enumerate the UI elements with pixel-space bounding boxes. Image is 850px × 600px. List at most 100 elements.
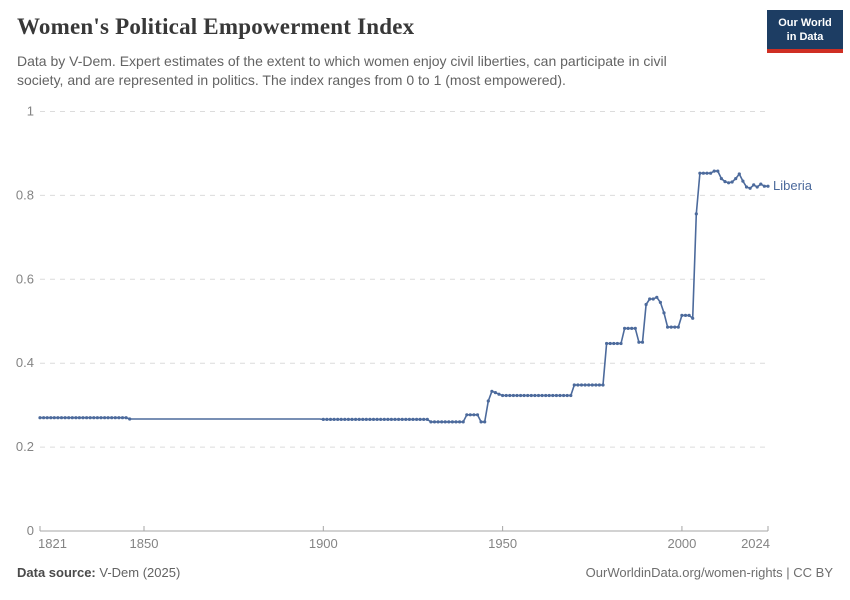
series-point[interactable] bbox=[350, 417, 354, 421]
series-point[interactable] bbox=[325, 417, 329, 421]
series-point[interactable] bbox=[70, 416, 74, 420]
series-point[interactable] bbox=[110, 416, 114, 420]
series-point[interactable] bbox=[120, 416, 125, 420]
series-point[interactable] bbox=[626, 326, 630, 330]
series-point[interactable] bbox=[346, 417, 350, 421]
series-point[interactable] bbox=[554, 393, 559, 398]
series-point[interactable] bbox=[92, 416, 96, 420]
series-point[interactable] bbox=[658, 300, 663, 304]
series-point[interactable] bbox=[379, 417, 383, 421]
series-point[interactable] bbox=[447, 420, 451, 424]
series-point[interactable] bbox=[432, 420, 437, 424]
series-point[interactable] bbox=[113, 416, 117, 420]
series-point[interactable] bbox=[727, 181, 731, 185]
series-point[interactable] bbox=[128, 417, 132, 421]
series-point[interactable] bbox=[594, 383, 598, 387]
series-point[interactable] bbox=[666, 325, 670, 329]
series-point[interactable] bbox=[77, 416, 81, 420]
series-point[interactable] bbox=[640, 340, 645, 344]
series-point[interactable] bbox=[565, 393, 569, 398]
series-point[interactable] bbox=[59, 416, 64, 420]
series-point[interactable] bbox=[321, 417, 325, 421]
series-point[interactable] bbox=[67, 416, 71, 420]
series-point[interactable] bbox=[95, 416, 99, 420]
series-point[interactable] bbox=[357, 417, 361, 421]
series-point[interactable] bbox=[662, 311, 666, 315]
series-point[interactable] bbox=[336, 417, 340, 421]
series-point[interactable] bbox=[468, 413, 472, 417]
series-point[interactable] bbox=[544, 393, 548, 398]
series-point[interactable] bbox=[612, 341, 616, 346]
series-point[interactable] bbox=[354, 417, 358, 421]
series-point[interactable] bbox=[393, 417, 397, 421]
series-point[interactable] bbox=[623, 326, 627, 330]
series-point[interactable] bbox=[576, 383, 580, 387]
series-point[interactable] bbox=[705, 171, 709, 175]
series-point[interactable] bbox=[45, 416, 49, 420]
series-point[interactable] bbox=[486, 399, 490, 403]
series-point[interactable] bbox=[364, 417, 368, 421]
series-point[interactable] bbox=[450, 420, 454, 424]
series-point[interactable] bbox=[400, 417, 404, 421]
series-point[interactable] bbox=[117, 416, 121, 420]
series-point[interactable] bbox=[106, 416, 110, 420]
series-point[interactable] bbox=[328, 417, 333, 421]
series-point[interactable] bbox=[103, 416, 107, 420]
series-point[interactable] bbox=[526, 393, 530, 398]
series-point[interactable] bbox=[709, 171, 713, 175]
series-point[interactable] bbox=[558, 393, 562, 398]
series-point[interactable] bbox=[533, 393, 537, 398]
series-point[interactable] bbox=[569, 393, 573, 398]
series-point[interactable] bbox=[38, 416, 42, 420]
series-point[interactable] bbox=[415, 417, 419, 421]
series-point[interactable] bbox=[88, 416, 92, 420]
series-point[interactable] bbox=[712, 169, 716, 173]
series-point[interactable] bbox=[465, 413, 469, 417]
series-point[interactable] bbox=[361, 417, 365, 421]
series-point[interactable] bbox=[583, 383, 587, 387]
series-point[interactable] bbox=[382, 417, 386, 421]
series-point[interactable] bbox=[644, 302, 648, 307]
series-point[interactable] bbox=[687, 313, 691, 317]
series-point[interactable] bbox=[124, 416, 128, 420]
series-point[interactable] bbox=[368, 417, 372, 421]
series-point[interactable] bbox=[519, 393, 523, 398]
series-point[interactable] bbox=[501, 393, 505, 398]
series-point[interactable] bbox=[411, 417, 415, 421]
series-point[interactable] bbox=[683, 313, 688, 317]
series-point[interactable] bbox=[515, 393, 519, 398]
series-point[interactable] bbox=[504, 393, 508, 398]
series-point[interactable] bbox=[562, 393, 566, 398]
series-point[interactable] bbox=[752, 183, 756, 187]
series-point[interactable] bbox=[601, 383, 605, 387]
series-point[interactable] bbox=[734, 177, 738, 181]
series-point[interactable] bbox=[99, 416, 103, 420]
series-point[interactable] bbox=[461, 420, 465, 424]
series-point[interactable] bbox=[680, 313, 684, 317]
series-point[interactable] bbox=[701, 171, 706, 175]
series-point[interactable] bbox=[651, 297, 655, 301]
series-point[interactable] bbox=[422, 417, 426, 421]
liberia-series-line[interactable] bbox=[39, 170, 769, 423]
series-point[interactable] bbox=[454, 420, 458, 424]
series-point[interactable] bbox=[475, 413, 480, 417]
series-point[interactable] bbox=[85, 416, 89, 420]
series-point[interactable] bbox=[52, 416, 56, 420]
series-point[interactable] bbox=[389, 417, 393, 421]
series-point[interactable] bbox=[371, 417, 376, 421]
series-point[interactable] bbox=[404, 417, 408, 421]
series-point[interactable] bbox=[755, 185, 759, 189]
series-point[interactable] bbox=[741, 179, 745, 183]
series-point[interactable] bbox=[332, 417, 336, 421]
series-point[interactable] bbox=[673, 325, 677, 329]
series-point[interactable] bbox=[655, 295, 659, 299]
series-point[interactable] bbox=[744, 185, 749, 189]
series-point[interactable] bbox=[375, 417, 379, 421]
owid-url-license[interactable]: OurWorldinData.org/women-rights | CC BY bbox=[585, 565, 833, 580]
series-point[interactable] bbox=[633, 326, 637, 330]
series-point[interactable] bbox=[719, 177, 724, 181]
series-point[interactable] bbox=[397, 417, 401, 421]
series-point[interactable] bbox=[698, 171, 702, 175]
series-point[interactable] bbox=[590, 383, 594, 387]
entity-label-liberia[interactable]: Liberia bbox=[773, 178, 813, 193]
